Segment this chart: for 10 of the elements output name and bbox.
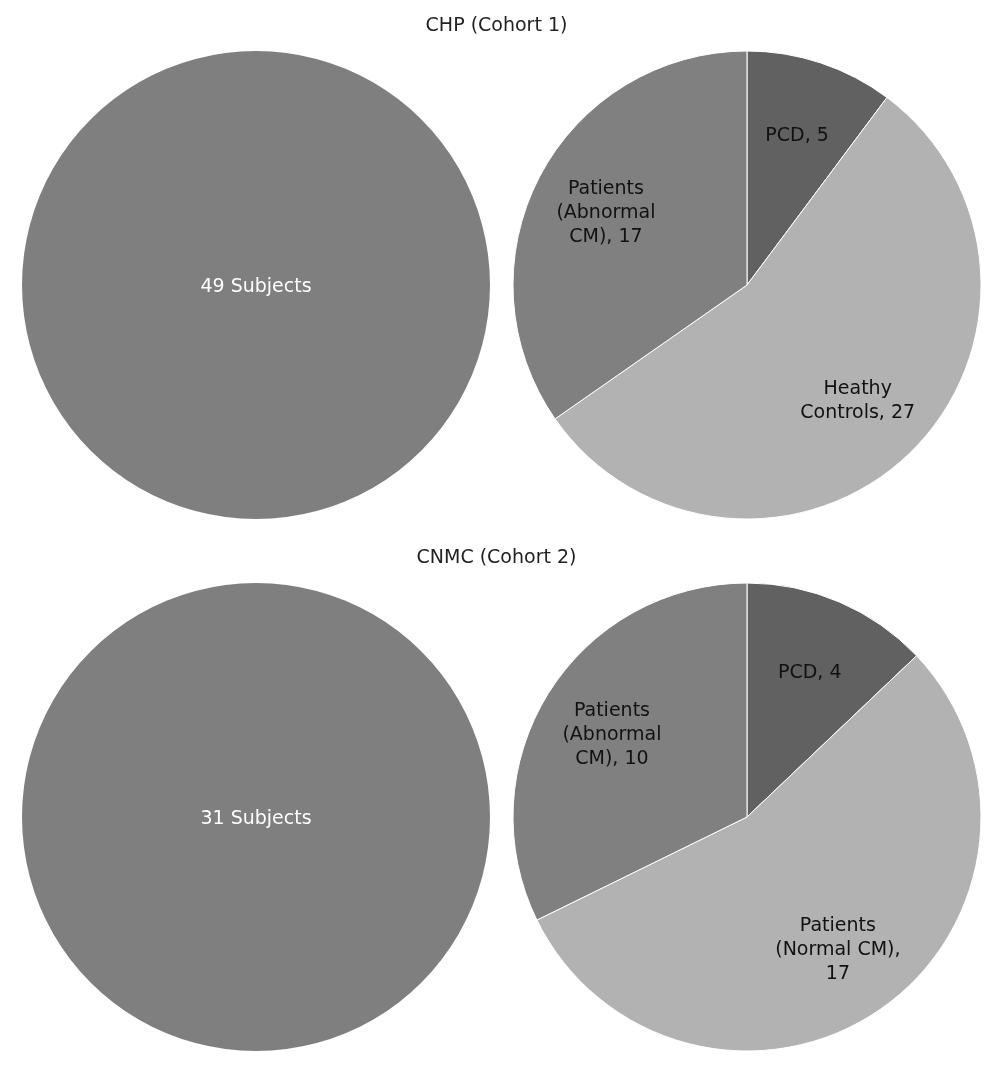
slice-label: 49 Subjects: [200, 274, 312, 296]
slice-label: Patients (Abnormal CM), 17: [556, 176, 656, 247]
chart-title: CHP (Cohort 1): [424, 12, 569, 37]
slice-label: Patients (Abnormal CM), 10: [562, 697, 662, 768]
slice-label: Patients (Normal CM), 17: [775, 912, 901, 983]
slice-label: PCD, 4: [777, 659, 842, 682]
chart-title: CNMC (Cohort 2): [415, 544, 578, 569]
slice-label: PCD, 5: [765, 122, 829, 145]
slice-label: Heathy Controls, 27: [800, 376, 916, 423]
slice-label: 31 Subjects: [200, 806, 312, 828]
